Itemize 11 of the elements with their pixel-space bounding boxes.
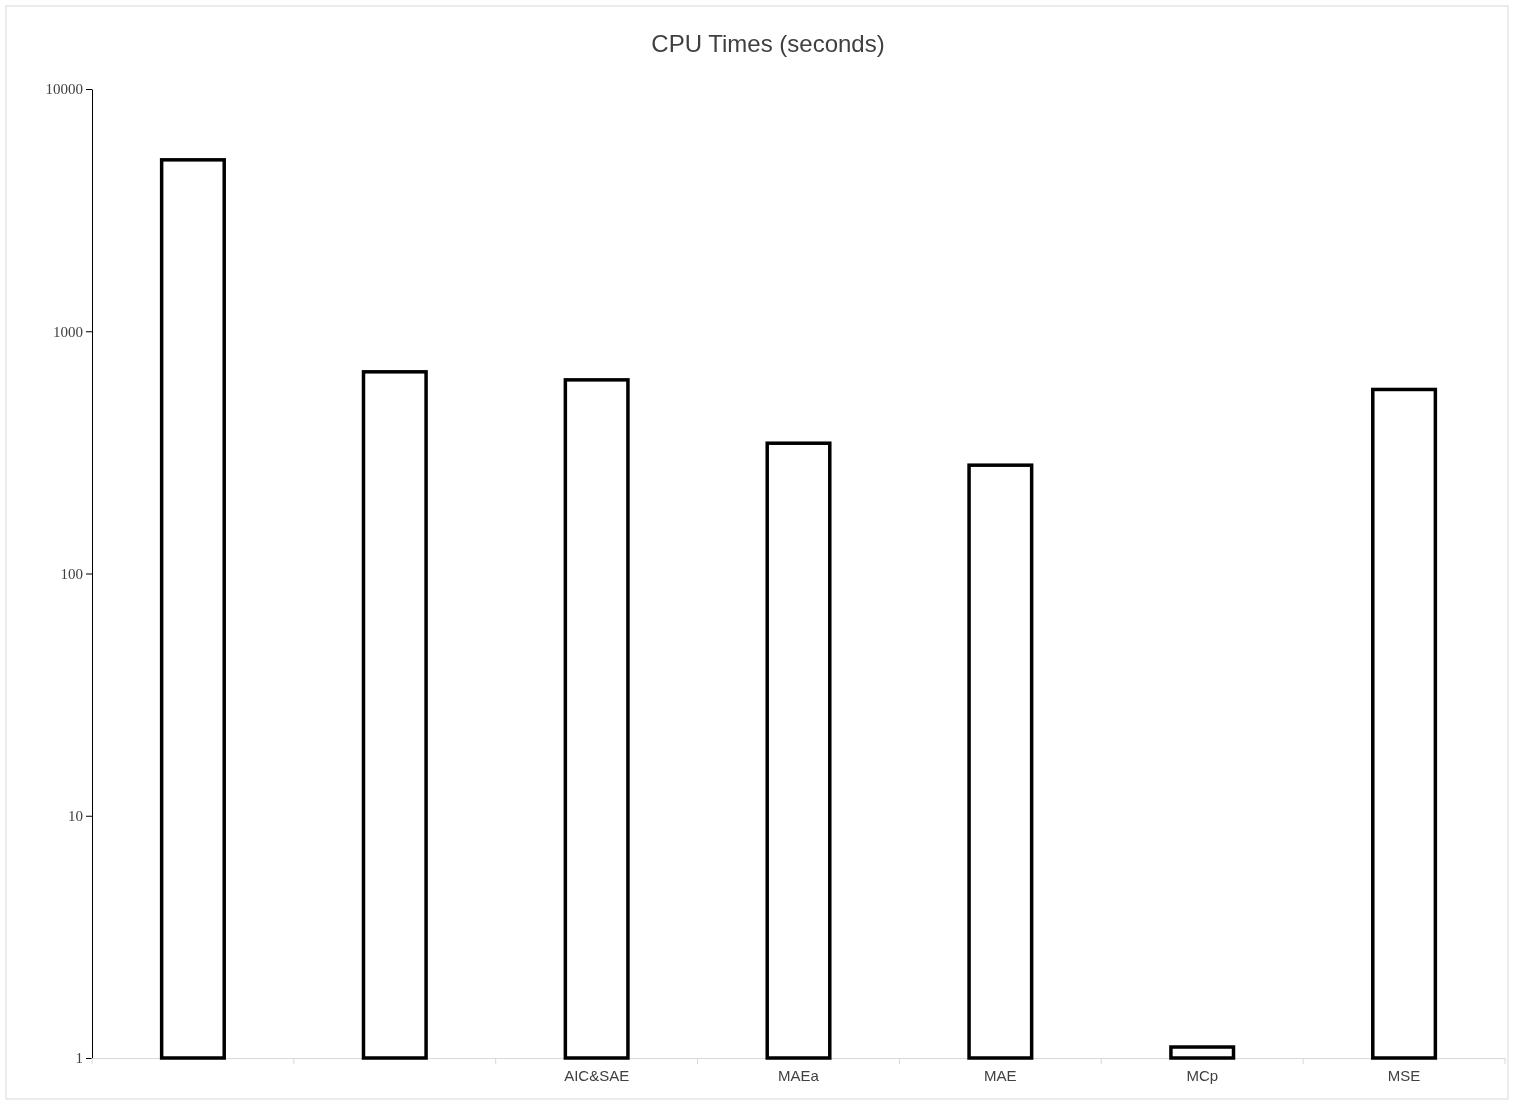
y-tick-label: 1000 bbox=[53, 323, 83, 340]
x-tick-label: MAE bbox=[984, 1066, 1017, 1084]
y-tick-label: 10 bbox=[68, 808, 83, 825]
chart-title: CPU Times (seconds) bbox=[651, 30, 885, 57]
y-tick-label: 1 bbox=[75, 1050, 83, 1067]
x-tick-label: MSE bbox=[1387, 1066, 1421, 1084]
x-tick-label: MAEa bbox=[778, 1066, 820, 1084]
y-tick-label: 10000 bbox=[45, 81, 83, 98]
x-tick-label: AIC&SAE bbox=[564, 1066, 630, 1084]
y-tick-label: 100 bbox=[60, 565, 83, 582]
x-tick-label: MCp bbox=[1186, 1066, 1219, 1084]
